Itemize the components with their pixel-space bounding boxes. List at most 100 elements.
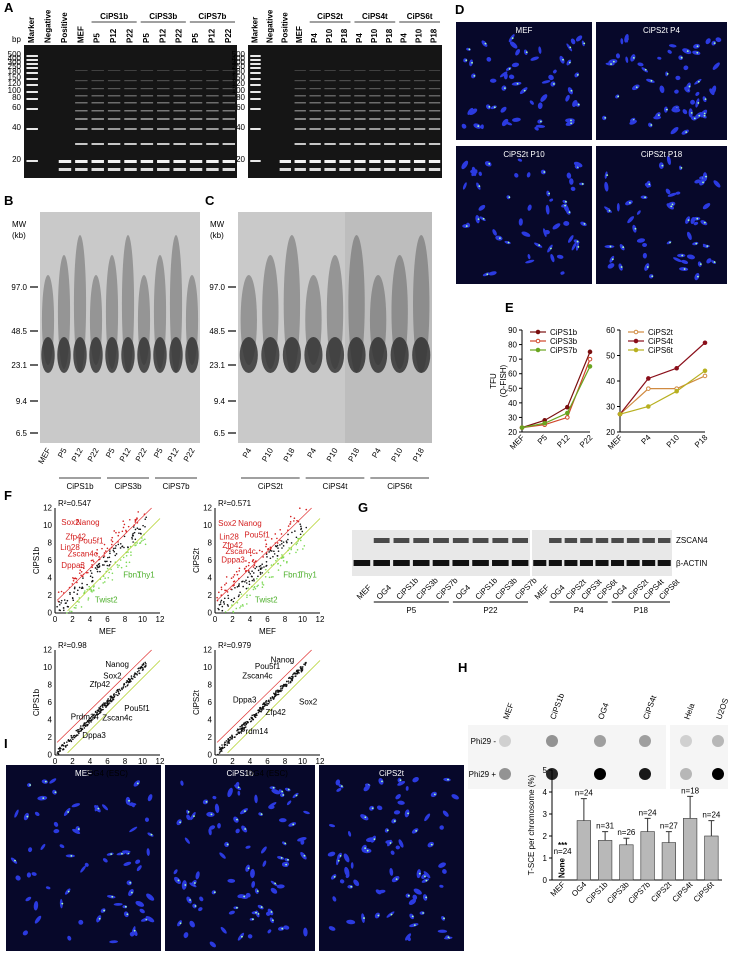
scatter-dot bbox=[90, 715, 93, 718]
chromosome bbox=[228, 910, 235, 915]
gel-band bbox=[250, 91, 261, 93]
scatter-dot bbox=[248, 583, 251, 586]
scatter-dot bbox=[292, 673, 294, 676]
scatter-dot bbox=[78, 601, 80, 603]
telomere-signal bbox=[622, 246, 625, 249]
gel-band bbox=[157, 118, 170, 120]
scatter-dot bbox=[264, 576, 267, 578]
smear bbox=[369, 337, 388, 373]
gel-band bbox=[124, 143, 137, 145]
chromosome bbox=[268, 805, 275, 810]
chromosome bbox=[637, 62, 644, 67]
gel-band bbox=[324, 118, 336, 120]
chromosome bbox=[552, 69, 557, 74]
chromosome bbox=[282, 862, 289, 867]
chromosome bbox=[517, 158, 523, 162]
chromosome bbox=[27, 783, 32, 788]
chromosome bbox=[549, 198, 554, 202]
panel-label: E bbox=[505, 300, 514, 315]
scatter-dot bbox=[294, 673, 297, 675]
scatter-dot bbox=[90, 572, 93, 574]
telomere-signal bbox=[373, 838, 376, 841]
scatter-dot bbox=[221, 605, 224, 608]
scatter-dot bbox=[248, 561, 250, 564]
scatter-dot bbox=[256, 585, 258, 588]
blot-band bbox=[626, 538, 640, 543]
group-label: CiPS3b bbox=[149, 12, 177, 21]
series-line bbox=[521, 366, 591, 429]
gel-band bbox=[324, 80, 336, 82]
chromosome bbox=[270, 880, 278, 887]
smear bbox=[89, 275, 103, 365]
telomere-signal bbox=[131, 891, 133, 894]
y-tick-label: 8 bbox=[48, 539, 53, 548]
scatter-dot bbox=[96, 564, 98, 567]
chromosome bbox=[514, 173, 519, 178]
lane-label: P4 bbox=[305, 446, 318, 459]
telomere-signal bbox=[564, 200, 567, 203]
scatter-dot bbox=[125, 681, 128, 684]
smear bbox=[169, 235, 183, 373]
x-tick-label: 4 bbox=[248, 757, 253, 766]
blot-band bbox=[611, 560, 625, 566]
telomere-signal bbox=[150, 833, 153, 836]
y-tick-label: 0 bbox=[208, 751, 213, 760]
chromosome bbox=[438, 862, 446, 868]
gel-band bbox=[250, 72, 261, 74]
lane-label: OG4 bbox=[548, 583, 567, 602]
scatter-dot bbox=[76, 593, 79, 595]
chromosome bbox=[515, 49, 521, 56]
gel-band bbox=[428, 128, 441, 130]
scatter-dot bbox=[244, 581, 246, 583]
gel-band bbox=[26, 78, 38, 80]
scatter-dot bbox=[88, 585, 90, 588]
chromosome bbox=[488, 271, 497, 276]
gene-label: Pou5f1 bbox=[78, 537, 104, 546]
scatter-dot bbox=[251, 575, 253, 578]
band-label: β-ACTIN bbox=[676, 559, 707, 568]
scatter-dot bbox=[90, 559, 93, 562]
chromosome bbox=[72, 828, 81, 835]
telomere-signal bbox=[281, 927, 284, 930]
scatter-dot bbox=[261, 581, 264, 583]
chromosome bbox=[353, 879, 360, 887]
marker-label: 48.5 bbox=[209, 327, 225, 336]
scatter-dot bbox=[259, 571, 262, 574]
gel-band bbox=[140, 143, 154, 145]
chromosome bbox=[397, 777, 402, 783]
y-tick-label: 6 bbox=[208, 698, 213, 707]
blot-band bbox=[393, 560, 410, 566]
chromosome bbox=[191, 879, 197, 887]
telomere-signal bbox=[610, 63, 612, 65]
gel-band bbox=[91, 95, 104, 97]
chromosome bbox=[501, 118, 509, 127]
dot-spot bbox=[639, 768, 651, 780]
scatter-dot bbox=[218, 591, 220, 594]
scatter-dot bbox=[240, 605, 242, 607]
scatter-dot bbox=[60, 590, 63, 593]
telomere-signal bbox=[696, 45, 699, 48]
scatter-dot bbox=[271, 697, 274, 699]
scatter-dot bbox=[244, 721, 247, 724]
lane-label: P12 bbox=[109, 28, 118, 43]
y-tick-label: 4 bbox=[208, 574, 213, 583]
gene-label: Zscan4c bbox=[226, 547, 256, 556]
gel-band bbox=[294, 118, 306, 120]
telomere-signal bbox=[364, 816, 367, 819]
chromosome bbox=[500, 106, 507, 113]
y-tick-label: 12 bbox=[43, 646, 52, 655]
gel-band bbox=[250, 78, 261, 80]
gel-band bbox=[339, 70, 351, 71]
scatter-dot bbox=[259, 573, 262, 575]
gel-band bbox=[222, 118, 236, 120]
scatter-dot bbox=[103, 555, 106, 557]
chromosome bbox=[416, 869, 422, 879]
chromosome bbox=[518, 218, 523, 226]
chromosome bbox=[328, 926, 336, 931]
chromosome bbox=[566, 172, 572, 179]
group-label: P22 bbox=[483, 606, 498, 615]
x-tick-label: 2 bbox=[230, 615, 235, 624]
chromosome bbox=[147, 794, 153, 802]
lane-label: Positive bbox=[280, 12, 289, 43]
panel-label: F bbox=[4, 488, 12, 503]
